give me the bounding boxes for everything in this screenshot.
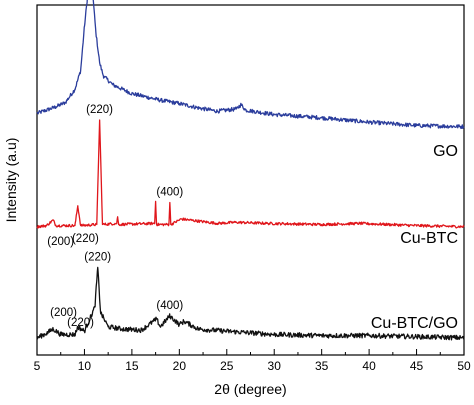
x-tick-label: 10 — [78, 359, 92, 373]
x-tick-label: 25 — [220, 359, 234, 373]
peak-label: (220) — [72, 233, 99, 245]
peak-label: (400) — [156, 187, 183, 199]
x-tick-label: 30 — [268, 359, 282, 373]
series-line-go — [36, 0, 465, 130]
x-tick-label: 5 — [34, 359, 41, 373]
x-tick-label: 40 — [362, 359, 376, 373]
series-line-cu-btc-go — [36, 266, 465, 341]
series-line-cu-btc — [36, 119, 465, 229]
peak-label: (220) — [84, 251, 111, 263]
peak-label: (200) — [50, 307, 77, 319]
series-name-go: GO — [433, 143, 458, 160]
series-names: GO Cu-BTC Cu-BTC/GO — [371, 143, 458, 332]
x-tick-label: 45 — [410, 359, 424, 373]
x-tick-label: 20 — [173, 359, 187, 373]
y-axis-label: Intensity (a.u) — [3, 138, 19, 223]
x-axis-label: 2θ (degree) — [214, 381, 286, 397]
series-name-cu-btc-go: Cu-BTC/GO — [371, 315, 458, 332]
series-layer — [36, 0, 465, 341]
x-axis: 5 10 15 20 25 30 35 40 45 50 — [34, 349, 471, 373]
peak-label: (400) — [156, 300, 183, 312]
peak-label: (220) — [67, 317, 94, 329]
x-tick-label: 35 — [315, 359, 329, 373]
peak-labels: (001)(200)(220)(220)(400)(200)(220)(220)… — [47, 104, 183, 329]
x-tick-label: 50 — [457, 359, 471, 373]
x-tick-label: 15 — [125, 359, 139, 373]
peak-label: (200) — [47, 236, 74, 248]
series-name-cu-btc: Cu-BTC — [400, 230, 458, 247]
peak-label: (220) — [86, 104, 113, 116]
